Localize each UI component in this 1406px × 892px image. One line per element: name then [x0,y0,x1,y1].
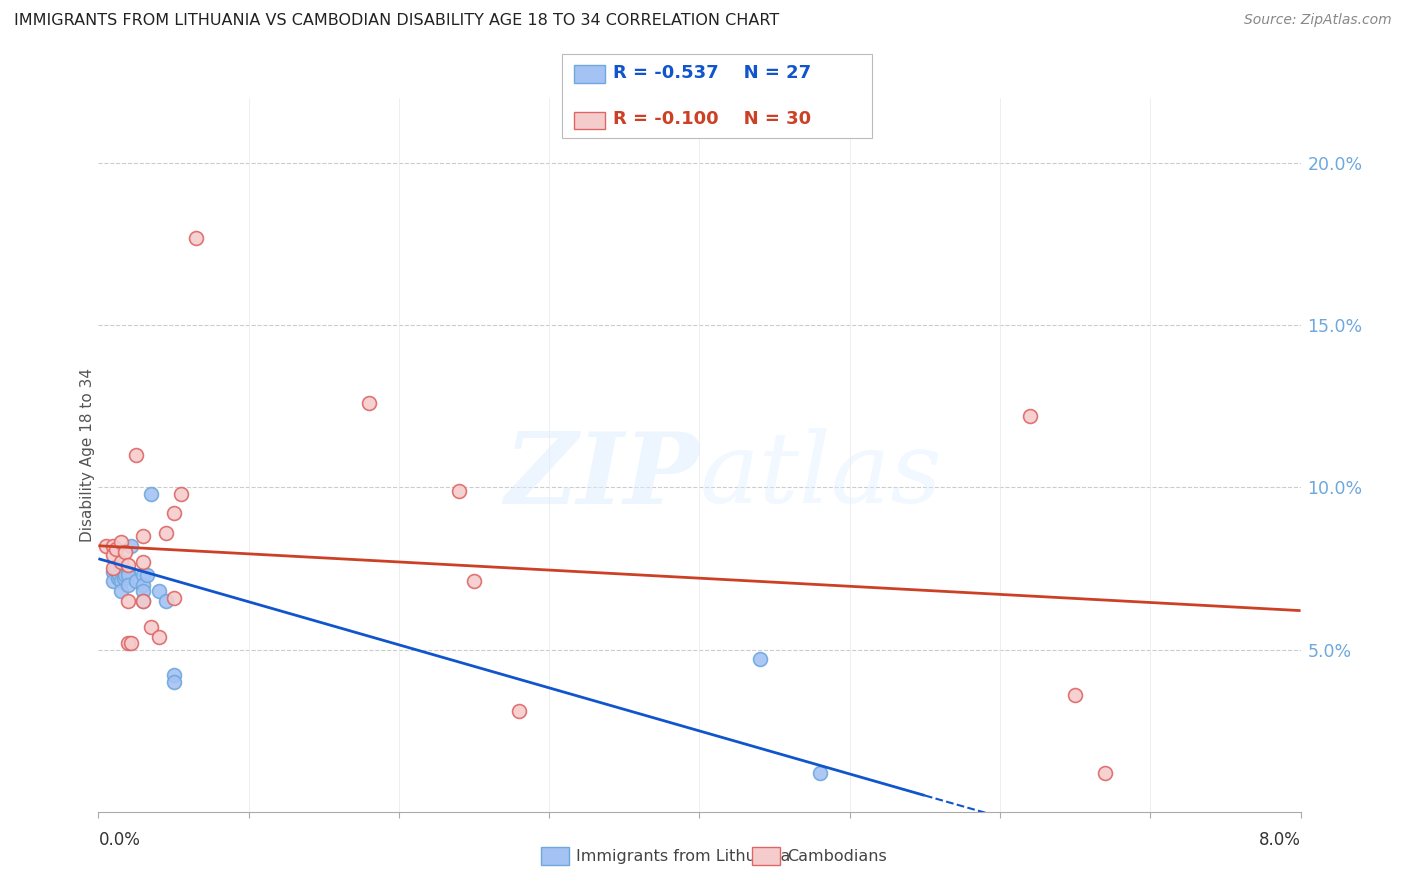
Text: 8.0%: 8.0% [1258,831,1301,849]
Point [103,549,125,563]
Point [114,568,136,582]
Point [162,668,184,682]
Text: Source: ZipAtlas.com: Source: ZipAtlas.com [1244,13,1392,28]
Text: IMMIGRANTS FROM LITHUANIA VS CAMBODIAN DISABILITY AGE 18 TO 34 CORRELATION CHART: IMMIGRANTS FROM LITHUANIA VS CAMBODIAN D… [14,13,779,29]
Point [117,565,139,579]
Point [121,539,143,553]
Point [808,765,831,780]
Point [110,555,132,569]
Point [135,568,157,582]
Point [103,561,125,575]
Point [110,535,132,549]
Point [132,577,155,591]
Point [170,487,193,501]
Text: atlas: atlas [700,429,942,524]
Point [117,594,139,608]
Point [103,565,125,579]
Point [139,487,162,501]
Point [148,630,170,644]
Point [117,636,139,650]
Text: 0.0%: 0.0% [98,831,141,849]
Point [1019,409,1042,423]
Point [508,704,530,718]
Point [125,574,148,589]
Point [121,636,143,650]
Point [111,561,134,575]
Point [184,230,207,244]
Point [132,529,155,543]
Point [162,675,184,690]
Point [114,545,136,559]
Point [162,591,184,605]
Point [748,652,770,666]
Point [125,448,148,462]
Point [463,574,485,589]
Point [105,541,128,556]
Point [112,571,135,585]
Text: Cambodians: Cambodians [787,849,887,863]
Point [155,525,177,540]
Point [132,555,155,569]
Point [105,561,128,575]
Point [155,594,177,608]
Point [117,577,139,591]
Point [447,483,470,498]
Point [110,584,132,599]
Point [117,568,139,582]
Point [139,620,162,634]
Point [107,571,129,585]
Text: ZIP: ZIP [505,428,700,524]
Point [132,568,155,582]
Point [1064,688,1087,702]
Point [132,584,155,599]
Text: R = -0.100    N = 30: R = -0.100 N = 30 [613,110,811,128]
Point [103,539,125,553]
Point [108,568,131,582]
Point [110,574,132,589]
Point [357,396,380,410]
Text: Immigrants from Lithuania: Immigrants from Lithuania [576,849,790,863]
Point [1094,765,1116,780]
Text: R = -0.537    N = 27: R = -0.537 N = 27 [613,64,811,82]
Point [132,594,155,608]
Y-axis label: Disability Age 18 to 34: Disability Age 18 to 34 [80,368,94,542]
Point [148,584,170,599]
Point [132,594,155,608]
Point [162,506,184,520]
Point [94,539,117,553]
Point [117,558,139,573]
Point [103,574,125,589]
